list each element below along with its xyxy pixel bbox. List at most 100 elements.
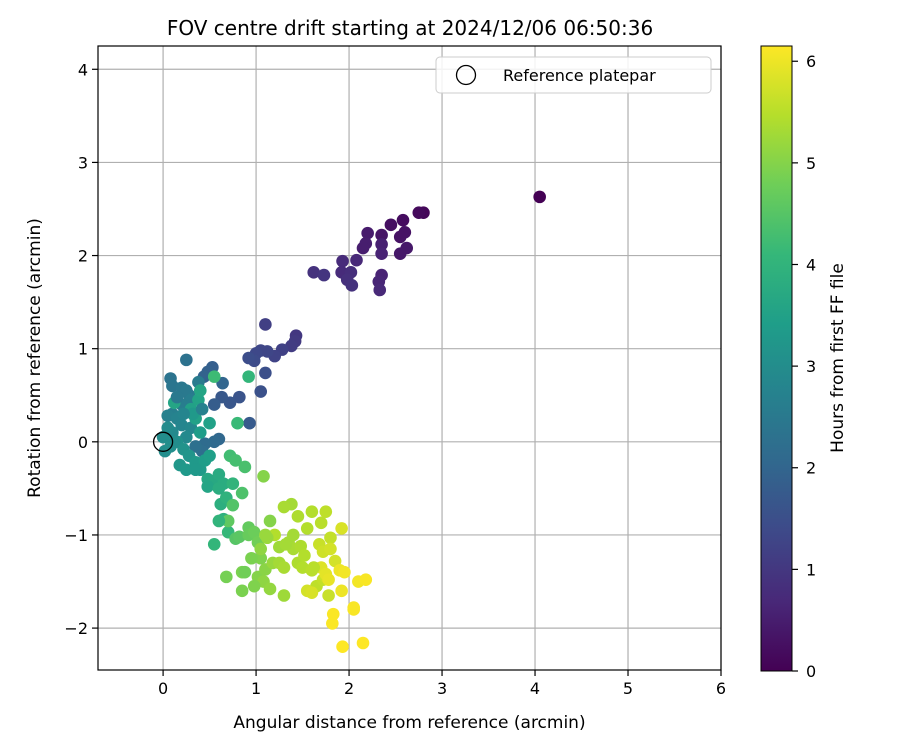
data-point [212, 468, 226, 481]
reference-marker-layer [152, 431, 174, 452]
y-axis-ticks: −2 −1 0 1 2 3 4 [64, 60, 98, 638]
data-point [203, 416, 216, 430]
data-point [317, 268, 331, 282]
data-point [189, 463, 202, 477]
data-point [533, 190, 546, 204]
data-point [350, 253, 363, 267]
data-point [338, 565, 351, 579]
data-point [322, 573, 335, 586]
data-point [412, 206, 426, 220]
data-point [314, 516, 328, 530]
data-point [259, 528, 272, 542]
data-point [335, 584, 348, 598]
data-point [324, 542, 337, 556]
colorbar-tick-label: 5 [806, 154, 816, 173]
data-point [305, 505, 319, 518]
x-axis-ticks: 0 1 2 3 4 5 6 [158, 670, 726, 698]
x-tick-label: 0 [158, 679, 168, 698]
y-tick-label: 2 [78, 247, 88, 266]
legend-box [435, 56, 712, 94]
data-point [247, 579, 261, 593]
colorbar-label: Hours from first FF file [828, 263, 848, 453]
x-tick-label: 2 [344, 679, 354, 698]
data-point [298, 549, 311, 562]
data-point [212, 482, 226, 495]
data-point [186, 407, 200, 421]
data-point [277, 561, 291, 574]
data-point [279, 537, 293, 551]
data-points [156, 190, 546, 654]
data-point [184, 421, 198, 435]
data-point [156, 430, 170, 444]
x-tick-label: 1 [251, 679, 261, 698]
legend: Reference platepar [435, 56, 712, 94]
x-tick-label: 6 [716, 679, 726, 698]
data-point [356, 241, 370, 255]
data-point [277, 500, 291, 514]
data-point [243, 416, 256, 430]
colorbar-tick-label: 6 [806, 52, 816, 71]
data-point [242, 351, 255, 365]
data-point [221, 514, 235, 528]
data-point [170, 390, 184, 404]
data-point [319, 505, 333, 518]
data-point [238, 460, 252, 474]
data-point [245, 551, 258, 565]
data-point [229, 454, 242, 467]
data-point [233, 390, 246, 404]
colorbar-gradient [760, 45, 793, 672]
chart-title: FOV centre drift starting at 2024/12/06 … [167, 16, 653, 40]
x-tick-label: 4 [530, 679, 540, 698]
legend-reference-marker [455, 64, 477, 86]
x-axis-label: Angular distance from reference (arcmin) [233, 713, 585, 733]
plot-frame [97, 45, 722, 671]
data-point [177, 407, 190, 421]
data-point [207, 537, 221, 551]
data-point [259, 318, 272, 331]
y-axis-label: Rotation from reference (arcmin) [25, 218, 45, 498]
data-point [393, 230, 407, 244]
data-point [361, 226, 374, 240]
data-point [393, 247, 407, 260]
data-point [257, 469, 270, 483]
data-point [307, 266, 321, 279]
data-point [286, 528, 300, 542]
y-tick-label: 1 [78, 340, 88, 359]
data-point [277, 589, 291, 602]
data-point [259, 366, 272, 380]
data-point [324, 531, 337, 545]
data-point [396, 213, 410, 227]
data-point [335, 522, 348, 535]
data-point [336, 254, 349, 268]
x-tick-label: 3 [437, 679, 447, 698]
y-tick-label: −2 [64, 619, 88, 638]
data-point [180, 463, 193, 477]
x-tick-label: 5 [623, 679, 633, 698]
data-point [356, 636, 370, 650]
data-point [212, 514, 226, 528]
data-point [336, 640, 349, 654]
data-point [345, 279, 359, 292]
y-tick-label: −1 [64, 526, 88, 545]
colorbar-tick-label: 2 [806, 459, 816, 478]
colorbar-tick-label: 3 [806, 357, 816, 376]
data-point [167, 435, 181, 449]
data-point [384, 218, 398, 232]
data-point [189, 440, 202, 453]
data-point [254, 385, 268, 398]
colorbar-tick-label: 4 [806, 255, 816, 274]
data-point [291, 510, 305, 523]
data-point [326, 617, 339, 630]
colorbar-tick-label: 1 [806, 560, 816, 579]
data-point [226, 498, 240, 512]
data-point [238, 565, 252, 579]
data-point [242, 370, 255, 383]
data-point [263, 514, 277, 528]
colorbar-tick-label: 0 [806, 662, 816, 681]
data-point [235, 486, 249, 500]
data-point [193, 426, 207, 439]
data-point [195, 402, 209, 416]
data-point [254, 551, 268, 565]
data-point [207, 370, 221, 383]
